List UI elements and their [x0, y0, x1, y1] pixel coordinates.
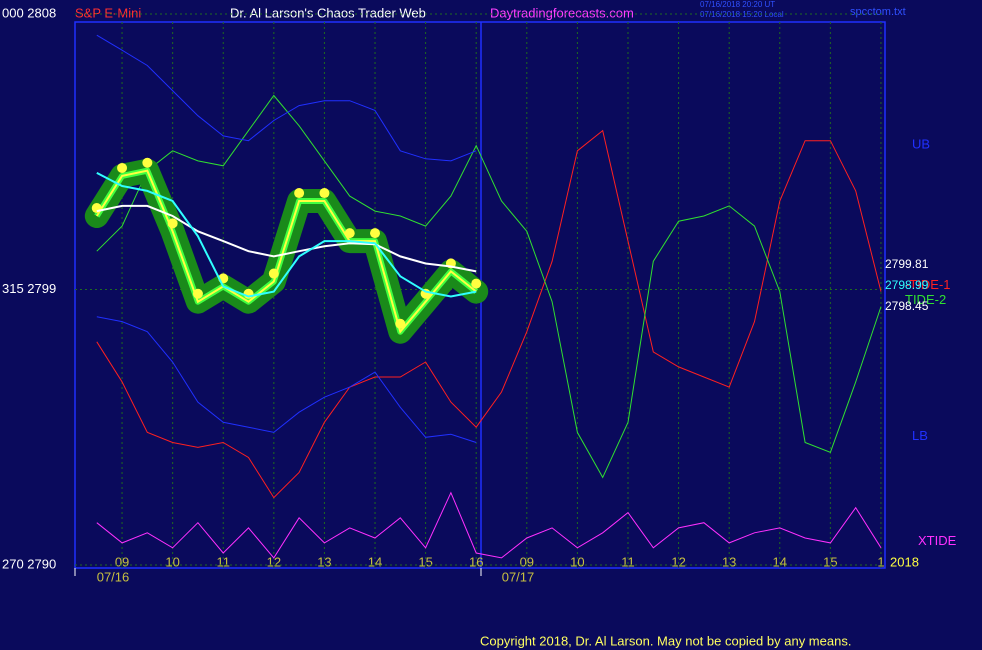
series-line	[95, 169, 477, 334]
y-tick-label: 000 2808	[2, 5, 56, 20]
date-label: 07/17	[502, 569, 535, 584]
x-tick-label: 09	[115, 554, 129, 569]
price-dot	[370, 228, 381, 239]
year-label: 2018	[890, 554, 919, 569]
site-url: Daytradingforecasts.com	[490, 5, 634, 20]
time-local: 07/16/2018 15:20 Local	[700, 10, 784, 19]
x-tick-label: 12	[267, 554, 281, 569]
price-dot	[294, 188, 305, 199]
x-tick-label: 15	[823, 554, 837, 569]
y-tick-label: 315 2799	[2, 281, 56, 296]
price-dot	[117, 162, 128, 173]
copyright: Copyright 2018, Dr. Al Larson. May not b…	[480, 633, 851, 648]
x-tick-label: 11	[216, 554, 230, 569]
series-line	[96, 129, 882, 499]
x-tick-label: 1	[877, 554, 884, 569]
time-ut: 07/16/2018 20:20 UT	[700, 0, 775, 9]
series-line	[96, 34, 477, 162]
last-value: 2799.81	[885, 257, 929, 271]
x-tick-label: 10	[570, 554, 584, 569]
price-dot	[319, 188, 330, 199]
file-name: spcctom.txt	[850, 6, 906, 18]
x-tick-label: 09	[520, 554, 534, 569]
series-line	[96, 316, 477, 443]
x-tick-label: 13	[317, 554, 331, 569]
series-label: XTIDE	[918, 533, 957, 548]
date-label: 07/16	[97, 569, 130, 584]
x-tick-label: 10	[165, 554, 179, 569]
series-line	[96, 204, 477, 273]
series-line	[96, 172, 477, 298]
price-dot	[91, 203, 102, 214]
x-tick-label: 13	[722, 554, 736, 569]
plot-frame	[74, 21, 886, 569]
x-tick-label: 11	[621, 554, 635, 569]
price-dot	[142, 157, 153, 168]
site-title: Dr. Al Larson's Chaos Trader Web	[230, 5, 426, 20]
series-label: LB	[912, 428, 928, 443]
x-tick-label: 16	[469, 554, 483, 569]
series-line	[96, 491, 882, 559]
price-dot	[167, 218, 178, 229]
series-line	[96, 94, 882, 479]
last-value: 2798.45	[885, 299, 929, 313]
x-tick-label: 12	[671, 554, 685, 569]
price-dot	[192, 288, 203, 299]
y-tick-label: 270 2790	[2, 556, 56, 571]
price-dot	[268, 268, 279, 279]
series-label: -TIDE-1	[905, 277, 951, 292]
price-dot	[344, 228, 355, 239]
last-value: 2798.99	[885, 278, 929, 292]
symbol: S&P E-Mini	[75, 5, 141, 20]
series-label: TIDE-2	[905, 292, 946, 307]
series-label: UB	[912, 136, 930, 151]
price-dot	[395, 318, 406, 329]
x-tick-label: 14	[773, 554, 787, 569]
price-dot	[471, 278, 482, 289]
x-tick-label: 15	[418, 554, 432, 569]
x-tick-label: 14	[368, 554, 382, 569]
